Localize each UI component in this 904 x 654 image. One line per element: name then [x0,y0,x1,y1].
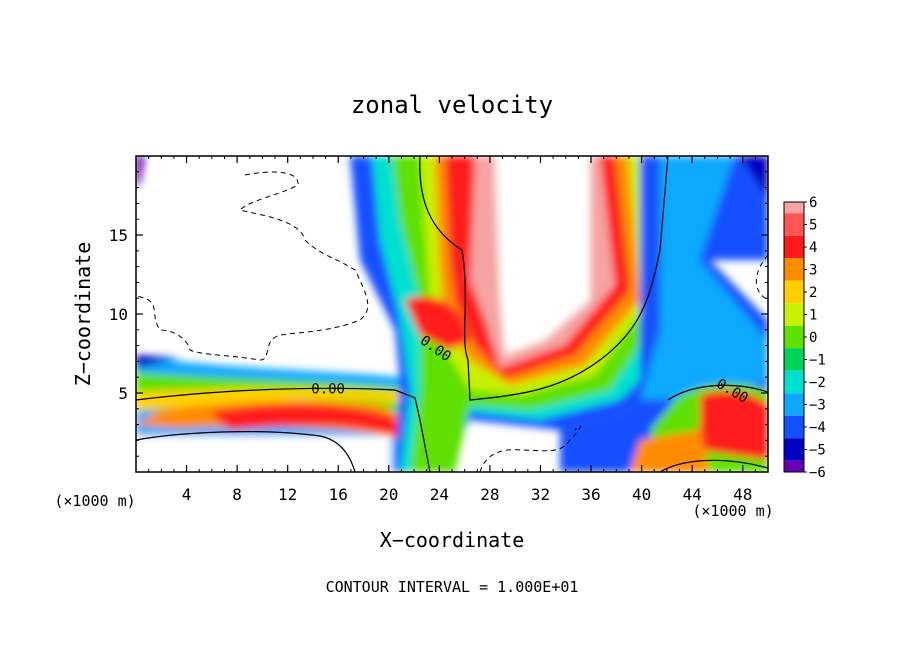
colorbar-label: −5 [809,443,826,459]
colorbar-label: −4 [809,420,826,436]
colorbar-swatch [784,337,804,349]
colorbar-swatch [784,382,804,394]
colorbar-swatch [784,258,804,270]
colorbar-label: −6 [809,465,826,481]
y-tick-label: 5 [118,384,128,403]
colorbar-swatch [784,303,804,315]
x-axis-label: X−coordinate [380,528,525,552]
x-tick-label: 20 [379,485,398,504]
colorbar-swatch [784,314,804,326]
y-axis-label: Z−coordinate [71,242,95,387]
colorbar-label: 4 [809,240,817,256]
x-tick-label: 12 [278,485,297,504]
colorbar-swatch [784,292,804,304]
colorbar-swatch [784,449,804,461]
colorbar-swatch [784,325,804,337]
colorbar: 6 5 4 3 2 1 0 −1 −2 −3 −4 −5 −6 [783,195,826,481]
x-tick-label: 44 [683,485,702,504]
colorbar-label: 2 [809,285,817,301]
colorbar-swatch [784,348,804,360]
colorbar-swatch [784,280,804,292]
colorbar-swatch [784,247,804,259]
x-axis: 4 8 12 16 20 24 28 32 36 40 44 48 [148,156,756,504]
x-tick-label: 24 [430,485,449,504]
colorbar-label: −1 [809,353,826,369]
x-tick-label: 32 [531,485,550,504]
colorbar-swatch [784,235,804,247]
x-unit-label: (×1000 m) [692,502,773,520]
heatmap-field [136,156,768,472]
x-tick-label: 36 [581,485,600,504]
y-tick-label: 10 [109,305,128,324]
colorbar-swatch [784,359,804,371]
colorbar-swatch [784,438,804,450]
colorbar-label: 6 [809,195,817,211]
x-tick-label: 16 [329,485,348,504]
contour-label: 0.00 [311,381,345,397]
y-tick-label: 15 [109,226,128,245]
contour-interval-note: CONTOUR INTERVAL = 1.000E+01 [326,578,579,596]
colorbar-swatch [784,224,804,236]
colorbar-swatch [784,393,804,405]
colorbar-label: −2 [809,375,826,391]
colorbar-swatch [784,269,804,281]
colorbar-swatch [784,427,804,439]
x-tick-label: 48 [733,485,752,504]
zero-contours [136,156,768,472]
colorbar-label: 0 [809,330,817,346]
colorbar-swatch [784,460,804,472]
y-unit-label: (×1000 m) [54,492,135,510]
colorbar-swatch [784,213,804,225]
negative-contours [136,171,768,472]
x-tick-label: 8 [232,485,242,504]
colorbar-swatch [784,404,804,416]
colorbar-label: 1 [809,308,817,324]
colorbar-swatch [784,202,804,214]
colorbar-label: 5 [809,218,817,234]
x-tick-label: 4 [182,485,192,504]
colorbar-label: −3 [809,398,826,414]
colorbar-swatch [784,415,804,427]
chart-title: zonal velocity [351,91,553,119]
y-axis: 5 10 15 [109,171,768,457]
x-tick-label: 40 [632,485,651,504]
x-tick-label: 28 [480,485,499,504]
colorbar-swatch [784,370,804,382]
colorbar-label: 3 [809,263,817,279]
